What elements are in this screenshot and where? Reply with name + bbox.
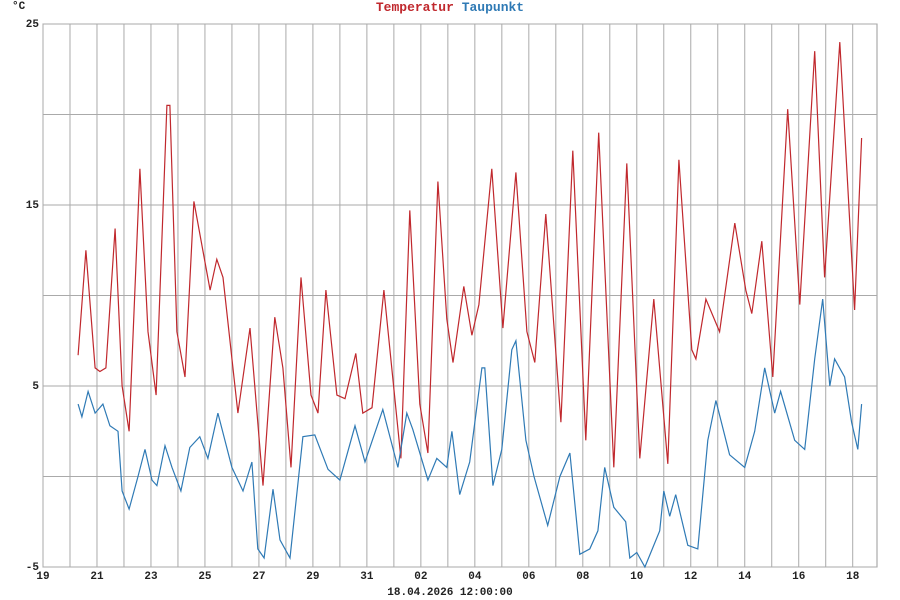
series-line: [77, 299, 863, 569]
x-tick-label: 29: [306, 571, 319, 583]
y-tick-label: 25: [26, 19, 40, 31]
y-tick-label: -5: [26, 562, 40, 574]
x-tick-label: 25: [198, 571, 212, 583]
legend: Temperatur Taupunkt: [376, 0, 524, 15]
legend-entry: Taupunkt: [462, 0, 524, 15]
x-tick-label: 27: [252, 571, 265, 583]
legend-entry: Temperatur: [376, 0, 454, 15]
x-tick-label: 21: [90, 571, 104, 583]
x-tick-label: 06: [522, 571, 535, 583]
y-tick-label: 5: [32, 381, 39, 393]
y-axis-label: °C: [12, 1, 26, 13]
x-tick-label: 23: [144, 571, 158, 583]
x-tick-label: 12: [684, 571, 697, 583]
x-tick-label: 08: [576, 571, 590, 583]
x-tick-label: 14: [738, 571, 752, 583]
x-tick-label: 18: [846, 571, 860, 583]
y-tick-label: 15: [26, 200, 40, 212]
series-line: [77, 42, 863, 486]
x-tick-label: 19: [36, 571, 49, 583]
x-tick-label: 02: [414, 571, 427, 583]
x-tick-label: 16: [792, 571, 805, 583]
x-tick-label: 04: [468, 571, 482, 583]
x-tick-label: 31: [360, 571, 374, 583]
x-tick-label: 10: [630, 571, 643, 583]
x-axis-label: 18.04.2026 12:00:00: [387, 587, 512, 599]
